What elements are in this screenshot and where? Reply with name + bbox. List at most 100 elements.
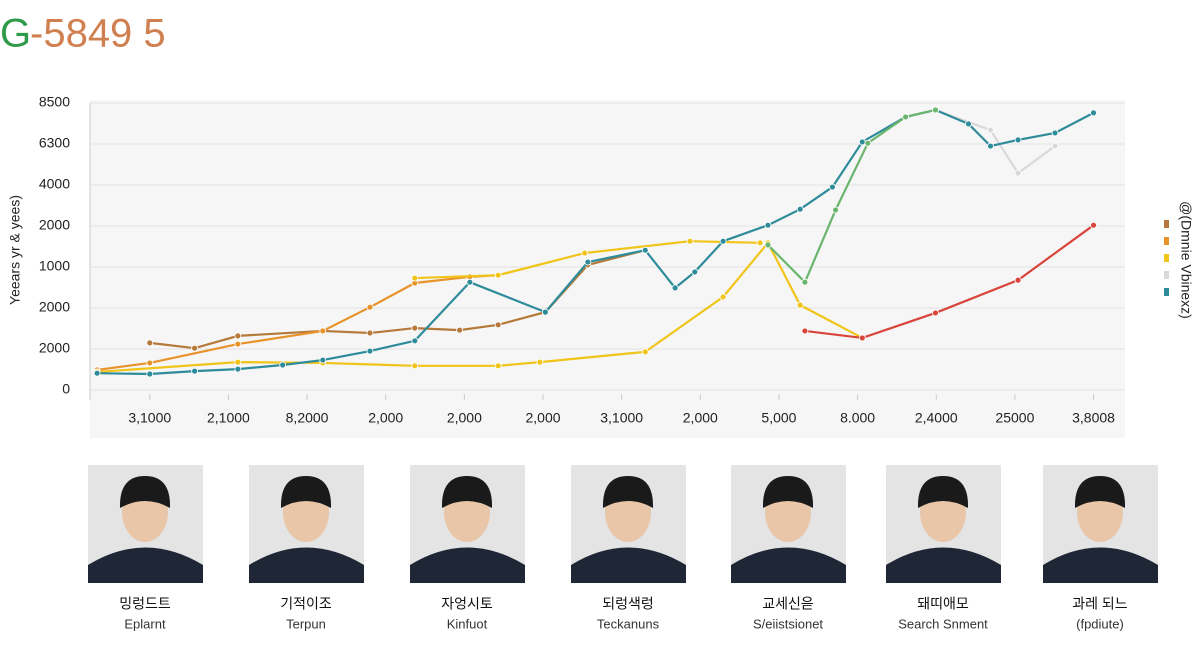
person-card: 자엉시토 Kinfuot	[410, 465, 525, 631]
legend-swatch	[1164, 237, 1169, 245]
series-point	[234, 365, 242, 373]
series-point	[279, 361, 287, 369]
person-card: 과레 되느 (fpdiute)	[1043, 465, 1158, 631]
series-point	[671, 284, 679, 292]
series-point	[796, 301, 804, 309]
series-point	[366, 303, 374, 311]
series-point	[146, 370, 154, 378]
series-point	[411, 362, 419, 370]
series-point	[411, 274, 419, 282]
person-card: 밍렁드트 Eplarnt	[88, 465, 203, 631]
person-name: 과레 되느	[1072, 596, 1128, 612]
series-point	[456, 326, 464, 334]
series-point	[987, 126, 994, 134]
x-tick-label: 8.000	[840, 410, 875, 426]
series-point	[932, 309, 939, 317]
y-tick-label: 2000	[39, 299, 70, 315]
series-point	[832, 206, 839, 214]
photo-shoulders	[886, 547, 1001, 583]
x-tick-label: 8,2000	[286, 410, 329, 426]
x-tick-label: 2,4000	[915, 410, 958, 426]
series-point	[764, 241, 772, 249]
series-point	[494, 321, 502, 329]
series-point	[965, 120, 972, 128]
series-point	[1090, 109, 1097, 117]
person-name: 자엉시토	[441, 596, 493, 612]
series-point	[584, 258, 592, 266]
plot-background	[90, 100, 1125, 438]
photo-shoulders	[88, 547, 203, 583]
y-tick-label: 0	[62, 381, 70, 397]
photo-hair	[602, 476, 654, 508]
person-name: 돼띠애모	[917, 596, 969, 612]
series-point	[641, 246, 649, 254]
series-point	[829, 183, 836, 191]
series-point	[719, 237, 727, 245]
x-tick-label: 3,8008	[1072, 410, 1115, 426]
series-point	[641, 348, 649, 356]
series-point	[801, 327, 809, 335]
photo-hair	[1074, 476, 1126, 508]
series-point	[1051, 129, 1059, 137]
title: -5849 5	[30, 12, 166, 56]
photo-hair	[917, 476, 969, 508]
y-tick-label: 2000	[39, 217, 70, 233]
legend-title: @(Dmnie Vbinexz)	[1178, 201, 1194, 319]
photo-shoulders	[731, 547, 846, 583]
series-point	[864, 139, 872, 147]
legend-swatch	[1164, 271, 1169, 279]
series-point	[234, 332, 242, 340]
person-name: 교세신읃	[762, 596, 814, 612]
series-point	[494, 271, 502, 279]
series-point	[93, 369, 101, 377]
person-role: (fpdiute)	[1076, 616, 1124, 631]
photo-hair	[280, 476, 332, 508]
series-point	[536, 358, 544, 366]
y-axis-label: Yeears yr & yees)	[7, 195, 23, 305]
y-tick-label: 6300	[39, 135, 70, 151]
x-tick-label: 2,000	[447, 410, 482, 426]
photo-shoulders	[1043, 547, 1158, 583]
y-tick-label: 8500	[39, 94, 70, 110]
photo-hair	[119, 476, 171, 508]
series-point	[1090, 221, 1097, 229]
series-point	[191, 344, 199, 352]
y-tick-label: 4000	[39, 176, 70, 192]
x-tick-label: 2,000	[525, 410, 560, 426]
logo: G	[0, 12, 31, 56]
series-point	[411, 337, 419, 345]
series-point	[319, 327, 327, 335]
series-point	[581, 249, 589, 257]
series-point	[319, 356, 327, 364]
series-line	[96, 274, 499, 372]
photo-shoulders	[410, 547, 525, 583]
series-point	[858, 138, 866, 146]
series-point	[686, 237, 694, 245]
series-point	[691, 268, 699, 276]
person-card: 되렁색렁 Teckanuns	[571, 465, 686, 631]
x-tick-label: 2,1000	[207, 410, 250, 426]
series-point	[366, 347, 374, 355]
x-tick-label: 3,1000	[128, 410, 171, 426]
person-card: 기적이조 Terpun	[249, 465, 364, 631]
series-point	[466, 278, 474, 286]
series-point	[146, 339, 154, 347]
y-tick-label: 2000	[39, 340, 70, 356]
legend-swatch	[1164, 220, 1169, 228]
person-name: 밍렁드트	[119, 596, 171, 612]
series-point	[719, 293, 727, 301]
series-point	[764, 221, 772, 229]
series-point	[494, 362, 502, 370]
person-role: Eplarnt	[124, 616, 166, 631]
series-point	[234, 340, 242, 348]
person-role: S/eiistsionet	[753, 616, 823, 631]
series-point	[1014, 276, 1022, 284]
series-point	[1051, 142, 1059, 150]
series-point	[366, 329, 374, 337]
photo-hair	[441, 476, 493, 508]
series-point	[858, 334, 866, 342]
x-tick-label: 5,000	[761, 410, 796, 426]
series-point	[234, 358, 242, 366]
series-point	[801, 278, 809, 286]
